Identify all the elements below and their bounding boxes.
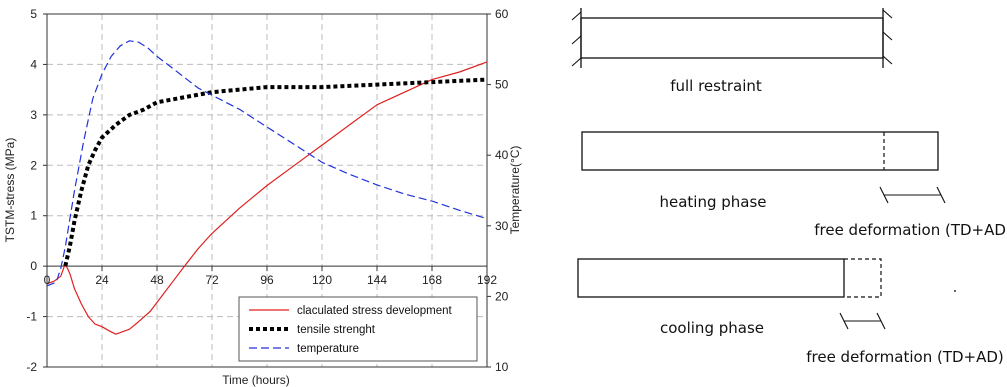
temperature-series-line — [46, 40, 488, 287]
legend-label-temperature: temperature — [297, 343, 359, 355]
cooling-free-deformation-label: free deformation (TD+AD) — [806, 348, 1004, 366]
x-tick-label: 24 — [95, 273, 109, 287]
y2-tick-label: 60 — [495, 7, 509, 21]
x-tick-label: 48 — [150, 273, 164, 287]
heating-beam — [581, 131, 939, 171]
right-support-hatch — [882, 9, 893, 65]
cooling-phase-sketch: cooling phase free deformation (TD+AD) — [577, 258, 1004, 366]
chart-ticks: 0 24 48 72 96 120 144 168 192 -2 -1 0 1 2 3 4 5 10 20 30 40 5… — [26, 7, 508, 374]
heating-phase-sketch: heating phase free deformation (TD+AD) — [581, 131, 1007, 239]
stress-temperature-chart: 0 24 48 72 96 120 144 168 192 -2 -1 0 1 2 3 4 5 10 20 30 40 5… — [3, 7, 522, 387]
legend-label-stress: claculated stress development — [297, 305, 452, 317]
left-support-hatch — [571, 11, 582, 67]
cooling-arrow-tick-right — [876, 312, 886, 330]
y2-axis-label: Temperature(°C) — [508, 146, 522, 235]
legend: claculated stress development tensile st… — [238, 296, 478, 362]
stress-series-line — [46, 61, 488, 335]
heating-arrow-tick-right — [936, 186, 946, 204]
cooling-phase-label: cooling phase — [660, 319, 764, 337]
cooling-arrow-tick-left — [839, 312, 849, 330]
stray-dot — [954, 290, 956, 292]
full-restraint-beam — [580, 17, 884, 59]
cooling-original-outline — [844, 258, 882, 298]
y2-tick-label: 50 — [495, 78, 509, 92]
y-tick-label: 5 — [30, 7, 37, 21]
y-tick-label: 0 — [30, 259, 37, 273]
y-tick-label: 2 — [30, 158, 37, 172]
full-restraint-sketch: full restraint — [571, 8, 893, 95]
cooling-beam — [577, 258, 845, 298]
y-axis-label: TSTM-stress (MPa) — [3, 138, 17, 243]
y2-tick-label: 20 — [495, 289, 509, 303]
heating-free-deformation-label: free deformation (TD+AD) — [814, 221, 1007, 239]
y-tick-label: 3 — [30, 108, 37, 122]
y2-tick-label: 30 — [495, 219, 509, 233]
x-axis-label: Time (hours) — [222, 373, 290, 387]
y-tick-label: -2 — [26, 360, 37, 374]
x-tick-label: 72 — [205, 273, 219, 287]
full-restraint-label: full restraint — [670, 77, 762, 95]
heating-phase-label: heating phase — [659, 193, 766, 211]
x-tick-label: 168 — [422, 273, 442, 287]
restraint-diagram: full restraint heating phase free deform… — [571, 8, 1007, 366]
y-tick-label: 1 — [30, 209, 37, 223]
x-tick-label: 0 — [44, 273, 51, 287]
x-tick-label: 144 — [367, 273, 387, 287]
heating-arrow-tick-left — [879, 186, 889, 204]
x-tick-label: 120 — [312, 273, 332, 287]
chart-series — [46, 40, 488, 335]
y-tick-label: 4 — [30, 57, 37, 71]
x-tick-label: 192 — [477, 273, 497, 287]
y2-tick-label: 10 — [495, 360, 509, 374]
x-tick-label: 96 — [260, 273, 274, 287]
tensile-strength-series-line — [63, 77, 488, 267]
y-tick-label: -1 — [26, 310, 37, 324]
plot-frame — [46, 13, 488, 368]
y2-tick-label: 40 — [495, 148, 509, 162]
legend-label-tensile: tensile strenght — [297, 324, 376, 336]
